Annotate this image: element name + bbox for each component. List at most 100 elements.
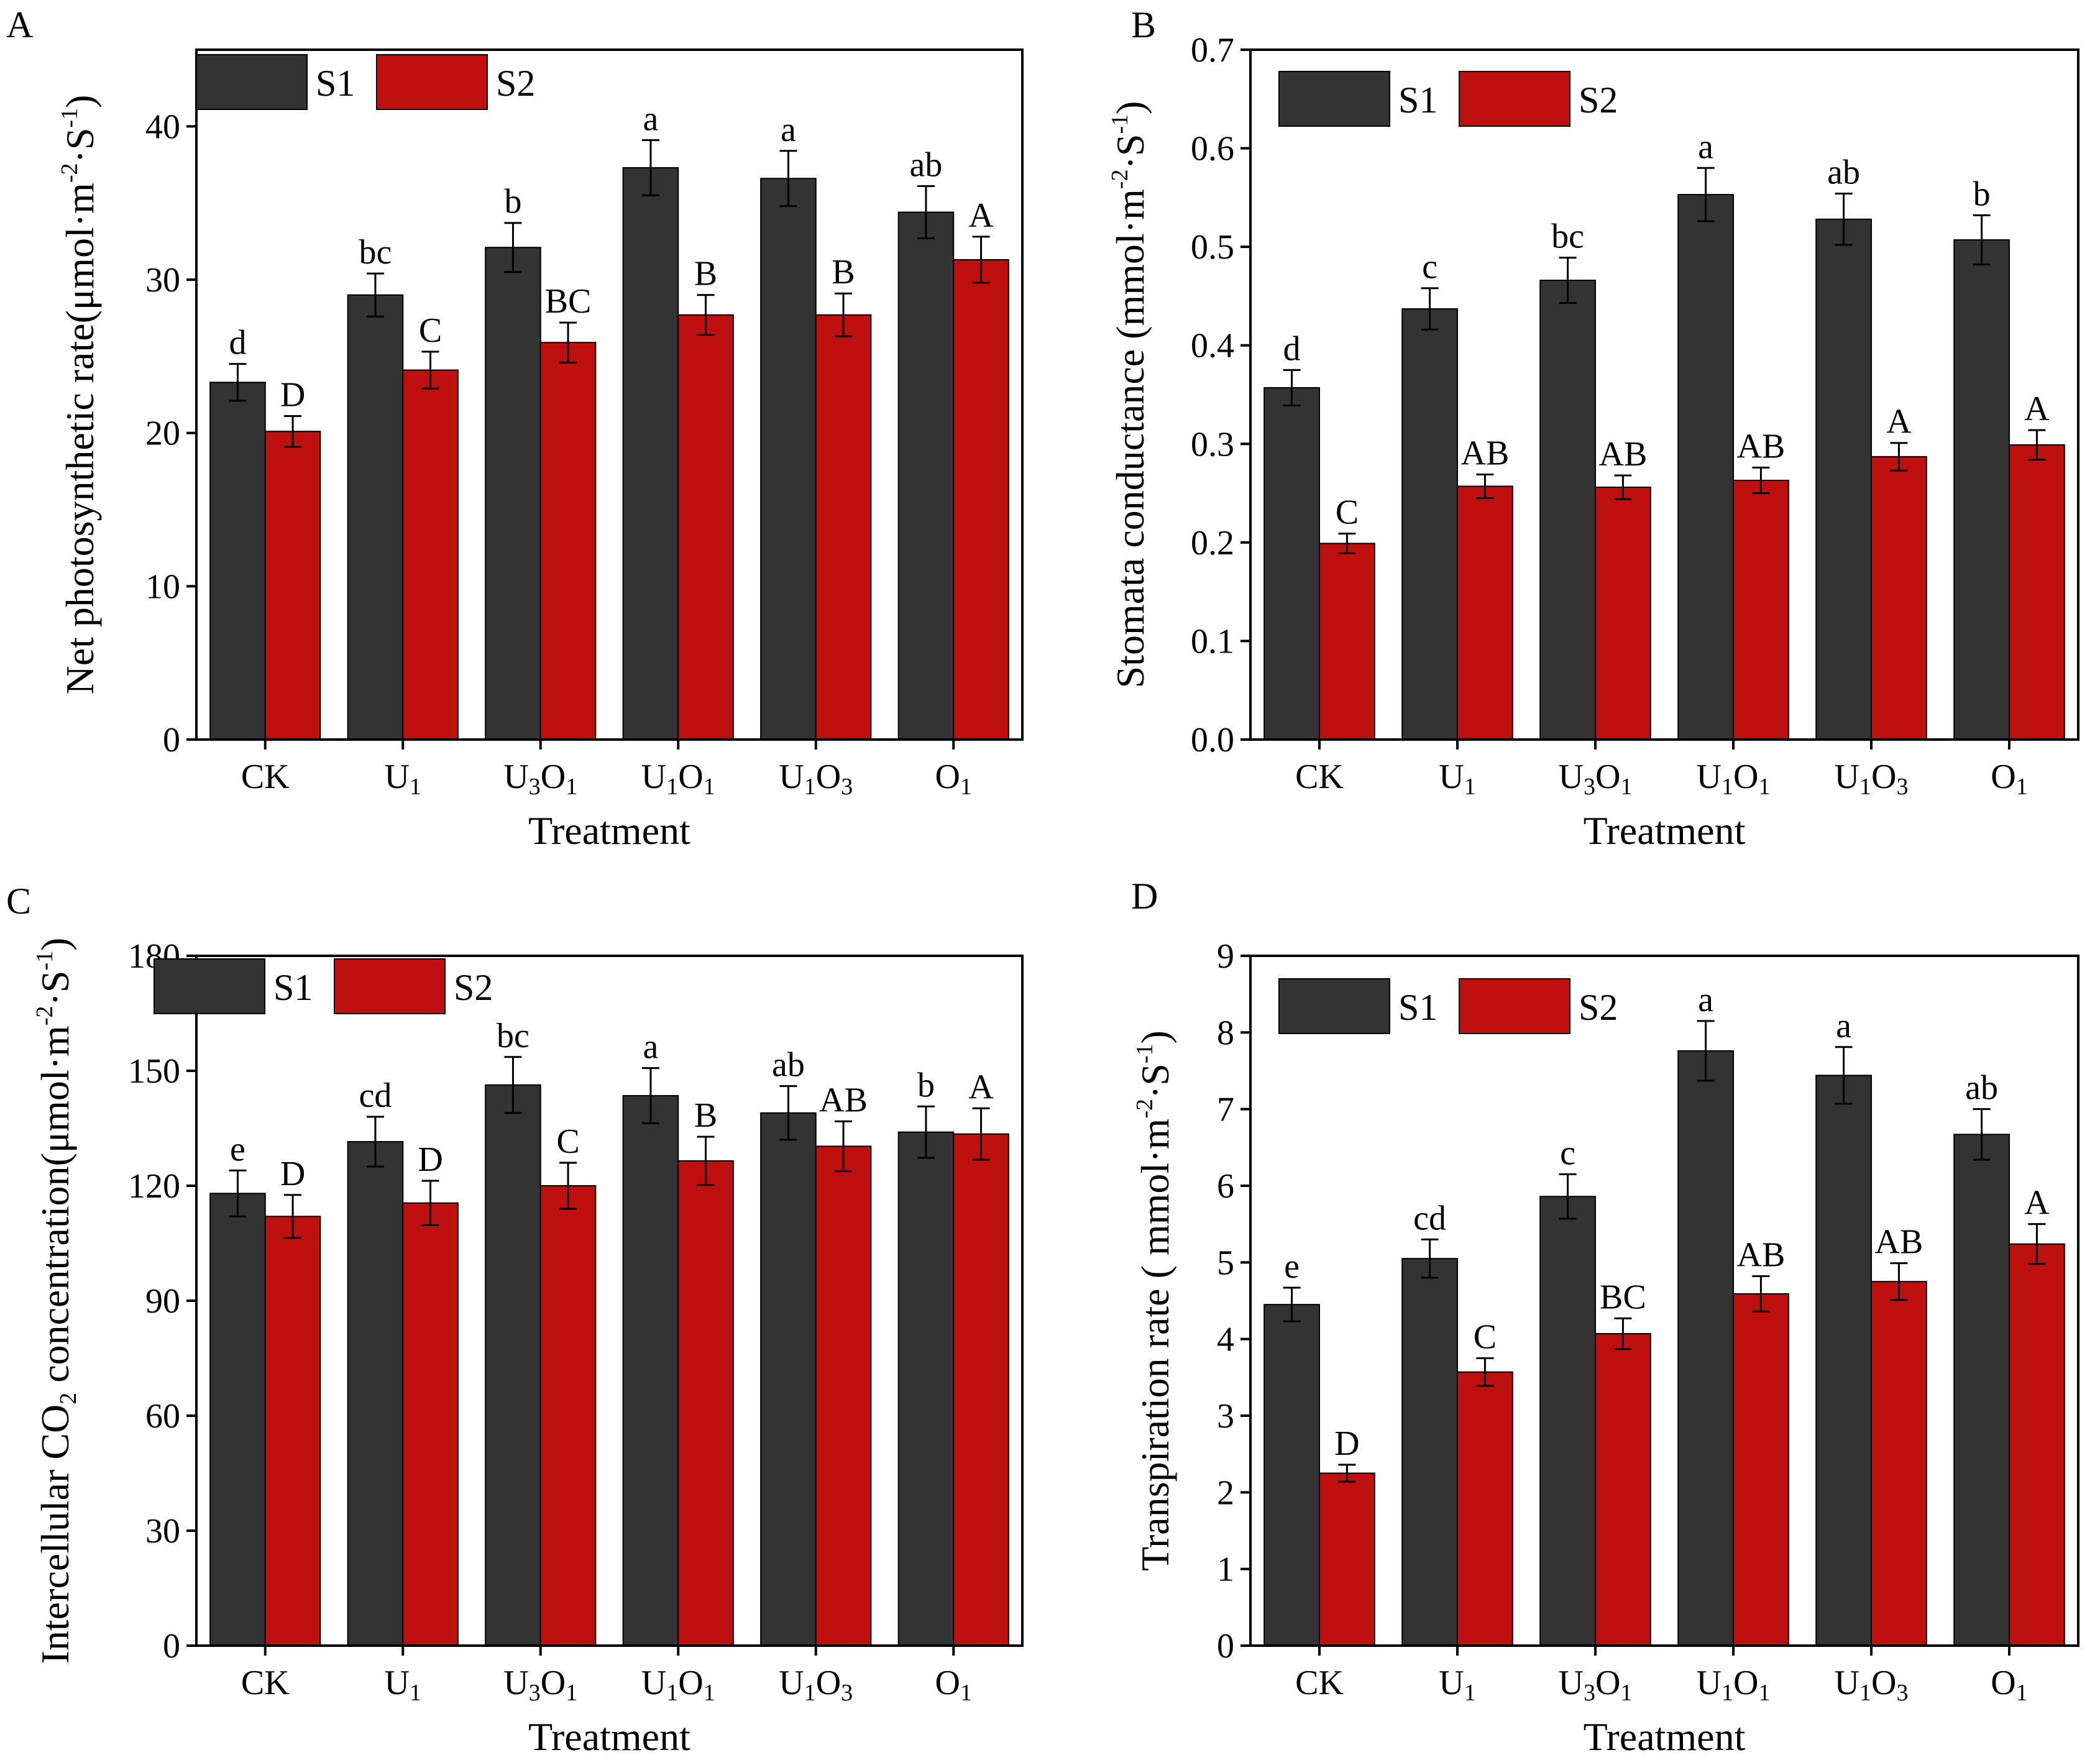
significance-label: C [556,1122,579,1161]
significance-label: C [1336,493,1359,532]
legend-label-s2: S2 [454,967,493,1008]
significance-label: B [832,253,855,291]
x-tick-label: U3​O1​ [1559,1664,1633,1706]
bar-s1-5 [1953,239,2010,740]
bar-s1-0 [1263,1304,1320,1647]
plot-frame [1249,48,2079,741]
bar-s1-0 [1263,387,1320,740]
legend-swatch-s1 [196,54,308,110]
bar-s1-2 [1539,280,1596,740]
legend-label-s1: S1 [1398,987,1437,1028]
y-tick-label: 0 [163,1627,180,1666]
bar-s2-5 [953,259,1009,740]
y-tick-label: 10 [145,567,180,606]
bar-s2-3 [1733,1293,1789,1646]
bar-s1-1 [347,294,404,740]
bar-s2-0 [264,431,321,740]
legend-swatch-s2 [376,54,488,110]
significance-label: b [917,1066,935,1104]
bar-s2-2 [539,342,597,740]
significance-label: D [280,1155,305,1193]
bar-s2-5 [2009,1243,2065,1646]
plot-frame [195,48,1024,741]
bar-s1-4 [760,1112,817,1647]
significance-label: ab [910,146,943,185]
significance-label: C [1474,1318,1497,1357]
significance-label: d [229,324,246,362]
legend-label-s1: S1 [273,967,313,1008]
x-axis-title: Treatment [1584,1715,1746,1759]
bar-s1-1 [1401,308,1458,740]
x-tick-label: U1​O3​ [1835,1664,1909,1706]
x-tick-label: O1​ [1991,1664,2027,1706]
significance-label: e [230,1130,245,1168]
y-tick-label: 0.5 [1191,228,1234,267]
bar-s2-2 [1595,487,1651,740]
y-tick-label: 150 [128,1052,180,1091]
significance-label: BC [1600,1278,1646,1316]
y-tick-label: 0.7 [1191,31,1234,70]
y-tick-label: 0.2 [1191,524,1234,562]
x-tick-label: CK [241,1664,290,1702]
significance-label: AB [1737,427,1786,465]
bar-s2-4 [1871,456,1927,741]
bar-s2-0 [264,1216,321,1647]
bar-s2-2 [539,1185,597,1646]
bar-s2-0 [1319,543,1375,740]
x-tick-label: CK [1295,1664,1344,1702]
bar-s2-1 [1457,485,1513,740]
y-tick-label: 6 [1217,1167,1234,1206]
legend-label-s1: S1 [316,63,355,104]
significance-label: bc [497,1017,530,1055]
bar-s1-1 [347,1141,404,1647]
significance-label: AB [1875,1223,1923,1262]
y-axis-title: Intercellular CO2​ concentration(μmol·m-… [32,938,81,1664]
x-tick-label: U1​O3​ [779,1664,853,1706]
y-tick-label: 30 [145,1512,180,1551]
x-tick-label: U1​O1​ [641,1664,715,1706]
significance-label: C [419,311,442,350]
x-axis-title: Treatment [528,1715,690,1759]
x-tick-label: CK [241,758,290,796]
legend-label-s2: S2 [1579,987,1618,1028]
significance-label: d [1283,329,1301,368]
significance-label: AB [1461,434,1510,472]
bar-s1-2 [485,247,541,740]
y-axis-title: Stomata conductance (mmol·m-2​·S-1​) [1107,101,1152,689]
bar-s1-5 [1953,1134,2010,1647]
x-tick-label: U1​ [1439,758,1475,800]
y-tick-label: 60 [145,1397,180,1436]
x-tick-label: U1​ [385,758,421,800]
bar-s2-5 [953,1133,1009,1646]
significance-label: a [1836,1007,1851,1045]
x-tick-label: CK [1295,758,1344,796]
bar-s1-4 [1815,1075,1872,1646]
y-tick-label: 90 [145,1282,180,1321]
significance-label: B [694,255,717,293]
bar-s1-4 [760,178,817,740]
bar-s1-3 [622,1095,679,1647]
y-tick-label: 7 [1217,1091,1234,1129]
bar-s2-1 [402,1202,459,1646]
x-tick-label: U1​O1​ [1697,1664,1771,1706]
significance-label: A [2024,1184,2050,1222]
legend-swatch-s2 [1459,71,1570,127]
x-tick-label: U3​O1​ [503,1664,577,1706]
x-tick-label: O1​ [935,1664,972,1706]
bar-s2-0 [1319,1472,1375,1646]
panel-a: Ad bc b a a ab D C BC B B A 0 10 20 30 40 CK U1​ U3​O1​ U1​O… [6,4,1024,853]
significance-label: a [643,100,659,139]
bar-s2-1 [402,369,459,740]
significance-label: ab [772,1046,805,1084]
y-tick-label: 8 [1217,1014,1234,1052]
y-axis-title: Transpiration rate ( mmol·m-2​·S-1​) [1132,1030,1177,1571]
bar-s1-2 [485,1084,541,1646]
bar-s1-3 [622,167,679,740]
x-tick-label: U1​O1​ [1697,758,1771,800]
y-tick-label: 0.6 [1191,130,1234,168]
significance-label: BC [545,282,592,321]
bar-s1-4 [1815,218,1872,740]
y-tick-label: 40 [145,108,180,146]
y-tick-label: 0.0 [1191,721,1234,759]
significance-label: AB [1599,435,1648,474]
